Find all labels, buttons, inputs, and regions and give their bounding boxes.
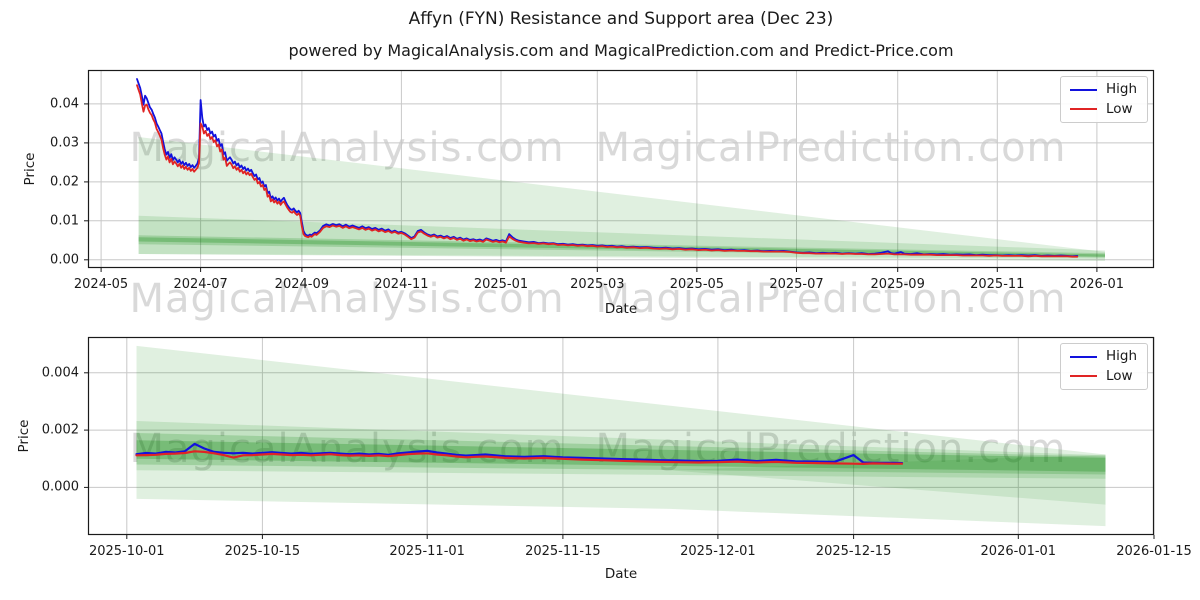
x-tick-label: 2025-11-15 <box>525 544 601 559</box>
chart-title: Affyn (FYN) Resistance and Support area … <box>408 9 834 29</box>
x-tick-label: 2025-07 <box>769 277 824 292</box>
x-tick-label: 2025-11-01 <box>389 544 465 559</box>
x-tick-label: 2025-05 <box>669 277 725 292</box>
y-tick-label: 0.004 <box>41 365 79 381</box>
legend-item-high: High <box>1069 81 1137 97</box>
y-tick-label: 0.002 <box>41 422 79 438</box>
legend-label-low: Low <box>1105 367 1133 384</box>
legend-label-high: High <box>1105 81 1137 97</box>
bottom-y-axis-label: Price <box>16 419 32 453</box>
legend-item-high: High <box>1069 348 1137 364</box>
top-y-axis-label: Price <box>22 152 38 186</box>
y-tick-label: 0.02 <box>50 174 79 190</box>
top-x-axis-label: Date <box>604 301 638 317</box>
bottom-x-axis-label: Date <box>604 566 638 582</box>
bottom-chart-legend: High Low <box>1059 343 1148 390</box>
watermark-prediction-row2: MagicalPrediction.com <box>595 276 1067 322</box>
x-tick-label: 2026-01-01 <box>980 544 1057 559</box>
x-tick-label: 2024-09 <box>274 277 330 292</box>
y-tick-label: 0.03 <box>50 135 79 151</box>
y-tick-label: 0.01 <box>50 213 79 229</box>
y-tick-label: 0.00 <box>50 252 79 268</box>
watermark-prediction-row1: MagicalPrediction.com <box>595 125 1067 171</box>
watermark-analysis-row1: MagicalAnalysis.com <box>129 125 565 171</box>
high-line-swatch <box>1069 355 1097 358</box>
x-tick-label: 2026-01 <box>1069 277 1125 292</box>
x-tick-label: 2026-01-15 <box>1116 544 1192 559</box>
x-tick-label: 2025-03 <box>570 277 625 292</box>
x-tick-label: 2024-11 <box>374 277 429 292</box>
bottom-chart-plot-area: High Low <box>84 336 1155 539</box>
bottom-chart-canvas <box>84 336 1155 539</box>
legend-label-low: Low <box>1105 100 1133 117</box>
watermark-analysis-row3: MagicalAnalysis.com <box>129 426 565 472</box>
x-tick-label: 2024-05 <box>73 277 129 292</box>
x-tick-label: 2025-10-15 <box>224 544 301 559</box>
x-tick-label: 2025-01 <box>473 277 529 292</box>
high-line-swatch <box>1069 88 1097 91</box>
low-line-swatch <box>1069 375 1097 378</box>
top-chart-canvas <box>84 69 1155 272</box>
chart-subtitle: powered by MagicalAnalysis.com and Magic… <box>288 41 954 60</box>
legend-item-low: Low <box>1069 367 1137 384</box>
legend-item-low: Low <box>1069 100 1137 117</box>
x-tick-label: 2025-11 <box>970 277 1025 292</box>
x-tick-label: 2024-07 <box>173 277 228 292</box>
x-tick-label: 2025-12-01 <box>680 544 756 559</box>
top-chart-legend: High Low <box>1059 76 1148 123</box>
x-tick-label: 2025-12-15 <box>815 544 892 559</box>
watermark-analysis-row2: MagicalAnalysis.com <box>129 276 565 322</box>
y-tick-label: 0.000 <box>41 479 79 495</box>
legend-label-high: High <box>1105 348 1137 364</box>
low-line-swatch <box>1069 108 1097 111</box>
y-tick-label: 0.04 <box>50 96 79 112</box>
x-tick-label: 2025-10-01 <box>88 544 165 559</box>
top-chart-plot-area: High Low <box>84 69 1155 272</box>
x-tick-label: 2025-09 <box>870 277 925 292</box>
